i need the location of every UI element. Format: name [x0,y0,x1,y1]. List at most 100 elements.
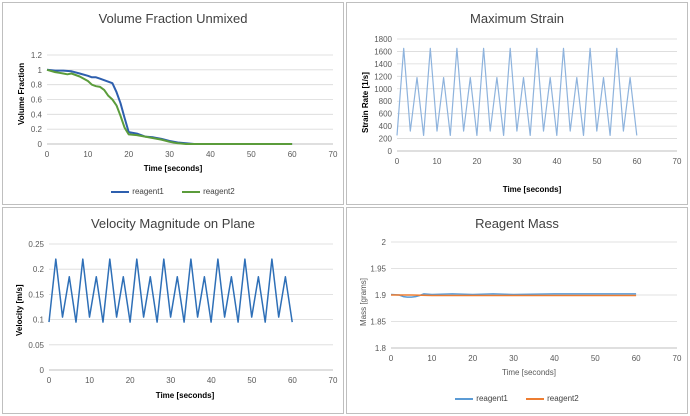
y-tick-label: 0.6 [31,96,43,105]
legend-label: reagent1 [132,187,164,196]
x-tick-label: 30 [165,150,174,159]
x-tick-label: 60 [288,376,297,385]
x-axis-label: Time [seconds] [143,164,203,173]
y-axis-label: Mass [grams] [359,277,368,326]
x-axis-label: Time [seconds] [502,185,562,194]
x-tick-label: 50 [591,354,600,363]
y-tick-label: 1600 [374,47,392,56]
legend: reagent1 reagent2 [3,187,343,196]
legend-item: reagent1 [111,187,164,196]
x-tick-label: 60 [633,157,642,166]
x-tick-label: 70 [673,354,682,363]
x-tick-label: 0 [389,354,394,363]
legend-label: reagent2 [203,187,235,196]
x-tick-label: 0 [47,376,52,385]
x-tick-label: 60 [288,150,297,159]
x-tick-label: 10 [83,150,92,159]
x-tick-label: 10 [433,157,442,166]
y-tick-label: 0 [38,140,43,149]
series-line [48,258,293,323]
x-tick-label: 20 [126,376,135,385]
plot-area: 0 0.05 0.1 0.15 0.2 0.25 0 10 20 30 40 50 60 70 [28,240,338,385]
legend-swatch [182,190,201,193]
series-line [46,68,293,145]
x-tick-label: 10 [427,354,436,363]
chart-volume-fraction: Volume Fraction Unmixed 0 0.2 0.4 0.6 0.8 1 1.… [2,2,344,205]
legend-swatch [111,190,130,193]
x-tick-label: 0 [45,150,50,159]
y-tick-label: 600 [379,110,393,119]
y-tick-label: 0.1 [33,316,45,325]
y-tick-label: 1000 [374,85,392,94]
plot-area: 0 200 400 600 800 1000 1200 1400 1600 1800 0 10 20 30… [374,35,682,166]
y-tick-label: 1.8 [375,344,387,353]
x-tick-label: 40 [207,376,216,385]
y-tick-label: 1.85 [370,318,386,327]
legend-label: reagent2 [547,394,579,403]
legend-item: reagent2 [182,187,235,196]
y-axis-label: Volume Fraction [17,62,26,125]
x-tick-label: 40 [206,150,215,159]
x-tick-label: 0 [395,157,400,166]
y-tick-label: 1800 [374,35,392,44]
chart-title: Maximum Strain [470,11,564,26]
legend: reagent1 reagent2 [347,394,687,403]
chart-title: Velocity Magnitude on Plane [90,216,256,231]
legend-label: reagent1 [476,394,508,403]
x-tick-label: 70 [329,376,338,385]
y-tick-label: 0.4 [31,110,43,119]
y-tick-label: 400 [379,122,393,131]
x-tick-label: 50 [593,157,602,166]
x-tick-label: 60 [632,354,641,363]
chart-velocity-magnitude: Velocity Magnitude on Plane 0 0.05 0.1 0.15… [2,207,344,414]
series-line [396,47,638,136]
y-tick-label: 1 [38,66,43,75]
y-tick-label: 0.2 [31,125,43,134]
y-tick-label: 1.2 [31,51,43,60]
x-tick-label: 70 [329,150,338,159]
y-tick-label: 1200 [374,72,392,81]
x-tick-label: 20 [468,354,477,363]
y-tick-label: 0 [40,366,45,375]
x-tick-label: 20 [473,157,482,166]
x-tick-label: 30 [509,354,518,363]
series-line [46,68,293,145]
chart-title: Volume Fraction Unmixed [98,11,248,26]
chart-maximum-strain: Maximum Strain 0 200 400 600 800 1000 1200 1400… [346,2,688,205]
y-tick-label: 200 [379,135,393,144]
y-tick-label: 800 [379,97,393,106]
x-tick-label: 30 [166,376,175,385]
legend-item: reagent2 [526,394,579,403]
y-tick-label: 0.25 [28,240,44,249]
y-tick-label: 1.95 [370,265,386,274]
chart-reagent-mass: Reagent Mass 1.8 1.85 1.9 1.95 2 0 10 20 30 40 50 6… [346,207,688,414]
legend-swatch [526,397,545,400]
x-tick-label: 30 [513,157,522,166]
y-tick-label: 0.2 [33,265,45,274]
legend-swatch [455,397,474,400]
plot-area: 0 0.2 0.4 0.6 0.8 1 1.2 0 10 20 30 40 50 60 70 [31,51,338,159]
x-tick-label: 40 [553,157,562,166]
x-tick-label: 50 [247,376,256,385]
x-axis-label: Time [seconds] [155,391,215,400]
series-line [390,293,637,298]
x-axis-label: Time [seconds] [502,368,556,377]
y-tick-label: 0.05 [28,341,44,350]
legend-item: reagent1 [455,394,508,403]
y-tick-label: 1.9 [375,291,387,300]
y-tick-label: 0.8 [31,81,43,90]
x-tick-label: 40 [550,354,559,363]
y-axis-label: Velocity [m/s] [15,284,24,336]
x-tick-label: 50 [247,150,256,159]
x-tick-label: 10 [85,376,94,385]
y-tick-label: 2 [382,238,387,247]
x-tick-label: 20 [124,150,133,159]
y-tick-label: 0 [388,147,393,156]
y-tick-label: 1400 [374,60,392,69]
x-tick-label: 70 [673,157,682,166]
y-tick-label: 0.15 [28,290,44,299]
series-line [391,294,637,297]
y-axis-label: Strain Rate [1/s] [361,72,370,133]
chart-title: Reagent Mass [475,216,559,231]
